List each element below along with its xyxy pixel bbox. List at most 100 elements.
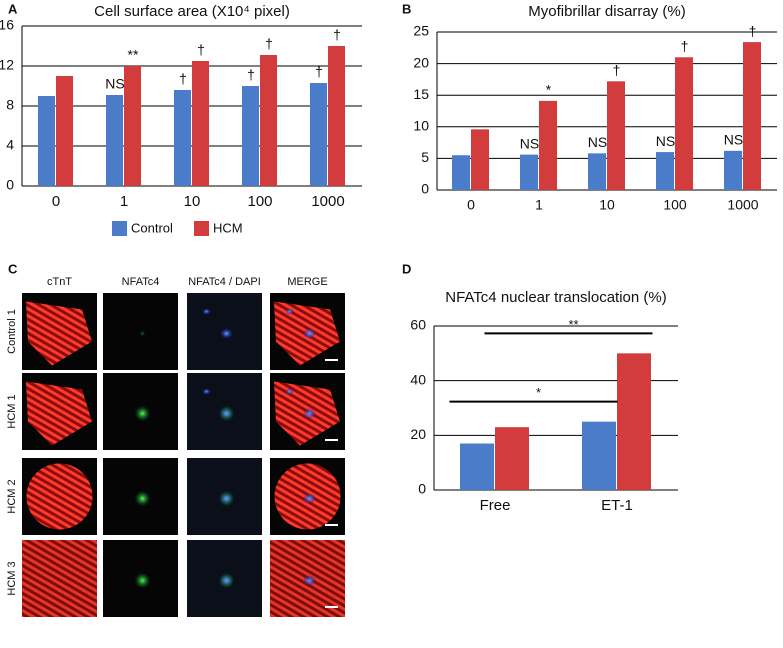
bar bbox=[310, 83, 327, 186]
micrograph bbox=[103, 373, 178, 450]
x-tick-label: 0 bbox=[467, 197, 475, 213]
cell bbox=[22, 540, 97, 617]
nucleus bbox=[220, 328, 233, 339]
bar bbox=[106, 95, 123, 186]
legend-label: HCM bbox=[213, 220, 243, 235]
bar bbox=[617, 353, 651, 490]
annotation: NS bbox=[656, 133, 675, 149]
column-label: NFATc4 bbox=[122, 276, 160, 288]
micrograph bbox=[103, 458, 178, 535]
annotation: ** bbox=[128, 47, 139, 63]
bar bbox=[471, 129, 489, 190]
annotation: † bbox=[247, 67, 255, 83]
nfat-signal bbox=[134, 490, 151, 507]
y-tick-label: 20 bbox=[410, 426, 426, 442]
x-tick-label: 1000 bbox=[311, 193, 344, 210]
y-tick-label: 4 bbox=[6, 137, 14, 153]
column-label: NFATc4 / DAPI bbox=[188, 276, 261, 288]
nucleus bbox=[202, 388, 211, 395]
legend-label: Control bbox=[131, 220, 173, 235]
y-tick-label: 16 bbox=[0, 17, 14, 33]
x-tick-label: 10 bbox=[599, 197, 615, 213]
cell bbox=[26, 381, 92, 446]
row-label: Control 1 bbox=[6, 309, 18, 354]
bar bbox=[520, 154, 538, 190]
bar bbox=[588, 153, 606, 190]
x-tick-label: 100 bbox=[247, 193, 272, 210]
annotation: † bbox=[681, 38, 689, 54]
nucleus bbox=[285, 388, 294, 395]
micrograph bbox=[187, 373, 262, 450]
x-tick-label: 100 bbox=[663, 197, 687, 213]
y-tick-label: 40 bbox=[410, 371, 426, 387]
nucleus bbox=[220, 408, 233, 419]
y-tick-label: 8 bbox=[6, 97, 14, 113]
bar bbox=[56, 76, 73, 186]
micrograph bbox=[187, 540, 262, 617]
bar bbox=[675, 57, 693, 190]
micrograph bbox=[22, 458, 97, 535]
chart-title: Cell surface area (X10⁴ pixel) bbox=[94, 3, 290, 20]
bar bbox=[495, 427, 529, 490]
cell bbox=[26, 463, 93, 530]
micrograph bbox=[270, 540, 345, 617]
x-tick-label: 10 bbox=[184, 193, 201, 210]
chart-title: Myofibrillar disarray (%) bbox=[528, 3, 686, 20]
bar bbox=[607, 81, 625, 190]
bar bbox=[38, 96, 55, 186]
annotation: † bbox=[333, 27, 341, 43]
chart-title: NFATc4 nuclear translocation (%) bbox=[445, 289, 666, 306]
micrograph bbox=[22, 293, 97, 370]
micrograph bbox=[270, 293, 345, 370]
annotation: NS bbox=[105, 76, 124, 92]
bar bbox=[539, 100, 557, 190]
y-tick-label: 0 bbox=[6, 177, 14, 193]
y-tick-label: 60 bbox=[410, 317, 426, 333]
legend-swatch bbox=[194, 221, 209, 236]
row-label: HCM 1 bbox=[6, 394, 18, 428]
nucleus bbox=[303, 328, 316, 339]
x-tick-label: ET-1 bbox=[601, 497, 633, 514]
micrograph bbox=[22, 540, 97, 617]
row-label: HCM 2 bbox=[6, 479, 18, 513]
annotation: † bbox=[613, 62, 621, 78]
nucleus bbox=[202, 308, 211, 315]
annotation: † bbox=[179, 71, 187, 87]
bar bbox=[192, 61, 209, 186]
column-label: MERGE bbox=[287, 276, 327, 288]
x-tick-label: Free bbox=[480, 497, 511, 514]
y-tick-label: 12 bbox=[0, 57, 14, 73]
annotation: NS bbox=[724, 132, 743, 148]
y-tick-label: 5 bbox=[421, 149, 429, 165]
nucleus bbox=[220, 575, 233, 586]
micrograph bbox=[103, 293, 178, 370]
column-label: cTnT bbox=[47, 276, 72, 288]
y-tick-label: 15 bbox=[413, 86, 429, 102]
x-tick-label: 1 bbox=[535, 197, 543, 213]
y-tick-label: 10 bbox=[413, 118, 429, 134]
nucleus bbox=[303, 575, 316, 586]
micrograph bbox=[270, 373, 345, 450]
micrograph bbox=[103, 540, 178, 617]
bar bbox=[743, 42, 761, 190]
cell bbox=[26, 301, 92, 366]
significance-label: * bbox=[536, 385, 541, 400]
x-tick-label: 0 bbox=[52, 193, 60, 210]
bar bbox=[582, 421, 616, 490]
nucleus bbox=[285, 308, 294, 315]
panel-label: A bbox=[8, 1, 18, 16]
nucleus bbox=[303, 493, 316, 504]
annotation: NS bbox=[588, 134, 607, 150]
panel-label: B bbox=[402, 1, 411, 16]
y-tick-label: 25 bbox=[413, 23, 429, 39]
annotation: † bbox=[749, 23, 757, 39]
nfat-signal bbox=[134, 405, 151, 422]
legend-swatch bbox=[112, 221, 127, 236]
micrograph bbox=[22, 373, 97, 450]
bar bbox=[460, 443, 494, 490]
y-tick-label: 0 bbox=[421, 181, 429, 197]
bar bbox=[242, 86, 259, 186]
micrograph bbox=[187, 458, 262, 535]
bar bbox=[260, 55, 277, 186]
